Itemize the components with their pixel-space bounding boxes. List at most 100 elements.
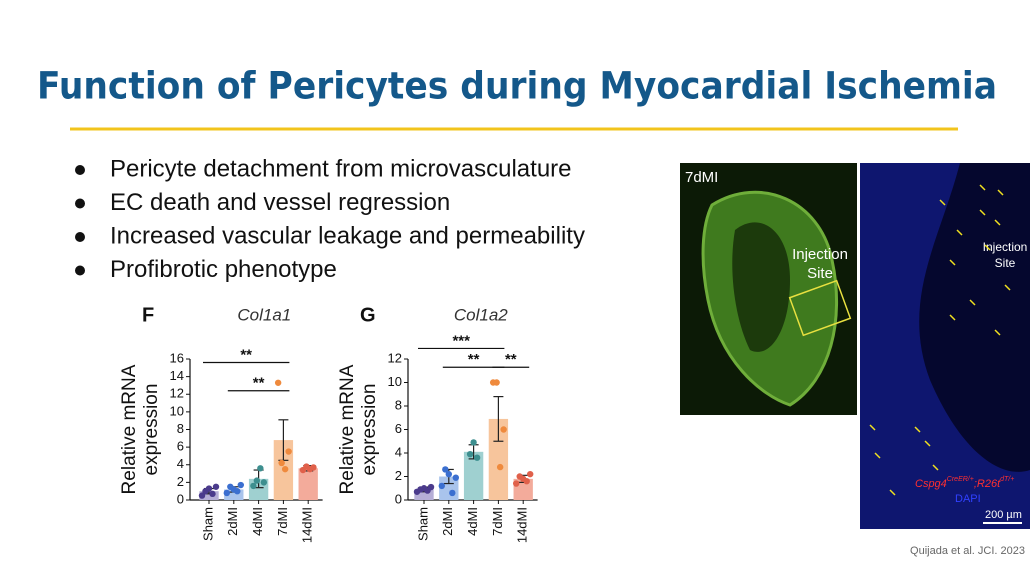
ventricle — [732, 222, 790, 352]
data-point — [212, 483, 220, 490]
arrow-marker — [994, 219, 1001, 226]
data-point — [260, 479, 268, 486]
y-tick-label: 8 — [177, 421, 184, 436]
bar — [199, 491, 219, 500]
bullet-text: Pericyte detachment from microvasculatur… — [110, 155, 572, 182]
injection-box — [788, 279, 852, 337]
data-point — [250, 482, 257, 490]
x-tick-label: 14dMI — [300, 507, 315, 543]
citation: Quijada et al. JCI. 2023 — [910, 545, 1025, 557]
data-point — [466, 450, 474, 458]
data-point — [234, 487, 241, 495]
data-point — [527, 470, 534, 478]
data-point — [310, 464, 317, 471]
x-tick-label: 4dMI — [465, 507, 480, 536]
significance-label: ** — [240, 346, 252, 363]
x-tick-label: 2dMI — [225, 507, 240, 536]
arrow-marker — [984, 244, 991, 251]
arrow-marker — [932, 464, 939, 471]
data-point — [438, 482, 445, 490]
bullet-dot — [75, 232, 85, 242]
data-point — [257, 465, 264, 472]
y-tick-label: 12 — [170, 386, 184, 401]
y-tick-label: 10 — [388, 374, 402, 389]
arrow-marker — [949, 259, 956, 266]
y-axis-label: Relative mRNA — [337, 364, 358, 494]
significance-label: ** — [468, 351, 480, 368]
data-point — [281, 465, 289, 473]
significance-label: *** — [452, 332, 470, 349]
bar — [463, 451, 484, 500]
y-tick-label: 0 — [177, 491, 184, 506]
data-point — [209, 490, 216, 498]
y-tick-label: 4 — [177, 456, 184, 471]
arrow-marker — [979, 184, 986, 191]
arrow-marker — [956, 229, 963, 236]
marker-part: ;R26t — [974, 478, 1001, 490]
x-tick-label: Sham — [415, 507, 430, 541]
bullet-dot — [75, 265, 85, 276]
bullet-dot — [75, 198, 85, 209]
panel-letter: F — [142, 304, 154, 326]
data-point — [493, 379, 500, 386]
data-point — [500, 426, 507, 433]
arrow-marker — [949, 314, 956, 321]
data-point — [427, 483, 435, 491]
data-point — [442, 466, 449, 473]
data-point — [278, 459, 285, 467]
chart-title: Col1a2 — [454, 305, 508, 324]
scale-bar-label: 200 µm — [985, 509, 1022, 521]
annotation: Site — [995, 256, 1016, 270]
slide-title: Function of Pericytes during Myocardial … — [37, 65, 997, 108]
data-point — [237, 481, 244, 489]
arrow-marker — [914, 426, 921, 433]
x-tick-label: 14dMI — [515, 507, 530, 543]
significance-label: ** — [253, 375, 265, 392]
data-point — [452, 474, 459, 481]
data-point — [198, 492, 206, 499]
data-point — [253, 477, 261, 484]
bullet-text: Profibrotic phenotype — [110, 256, 337, 283]
x-tick-label: 7dMI — [490, 507, 505, 536]
bar — [298, 468, 318, 500]
y-axis-label: Relative mRNA — [119, 364, 140, 494]
annotation: Injection — [983, 240, 1028, 254]
stain-label: DAPI — [955, 493, 981, 505]
data-point — [205, 485, 213, 492]
bullet-text: Increased vascular leakage and permeabil… — [110, 222, 585, 249]
bar — [414, 489, 434, 500]
marker-part: CreER/+ — [947, 476, 974, 483]
image-label: 7dMI — [685, 169, 718, 186]
annotation: Site — [807, 265, 833, 282]
data-point — [445, 470, 452, 478]
data-point — [274, 379, 282, 386]
y-tick-label: 14 — [170, 368, 184, 383]
arrow-marker — [1004, 284, 1011, 291]
x-tick-label: 4dMI — [250, 507, 265, 536]
arrow-marker — [969, 299, 976, 306]
bullet-dot — [75, 165, 85, 175]
marker-part: dT/+ — [1000, 476, 1014, 483]
arrow-marker — [939, 199, 946, 206]
significance-label: ** — [505, 351, 517, 368]
y-tick-label: 6 — [395, 421, 402, 436]
annotation: Injection — [792, 246, 848, 263]
y-tick-label: 0 — [395, 491, 402, 506]
marker-label: Cspg4CreER/+;R26tdT/+ — [915, 476, 1014, 490]
panel-letter: G — [360, 304, 376, 326]
x-tick-label: 2dMI — [440, 507, 455, 536]
y-axis-label: expression — [141, 384, 162, 476]
data-point — [496, 463, 504, 471]
marker-part: Cspg4 — [915, 478, 947, 490]
y-tick-label: 4 — [395, 444, 402, 459]
arrow-marker — [979, 209, 986, 216]
arrow-marker — [994, 329, 1001, 336]
y-tick-label: 10 — [170, 403, 184, 418]
y-tick-label: 8 — [395, 397, 402, 412]
y-tick-label: 16 — [170, 350, 184, 365]
arrow-marker — [869, 424, 876, 431]
y-tick-label: 2 — [177, 474, 184, 489]
data-point — [470, 439, 477, 446]
x-tick-label: 7dMI — [275, 507, 290, 536]
